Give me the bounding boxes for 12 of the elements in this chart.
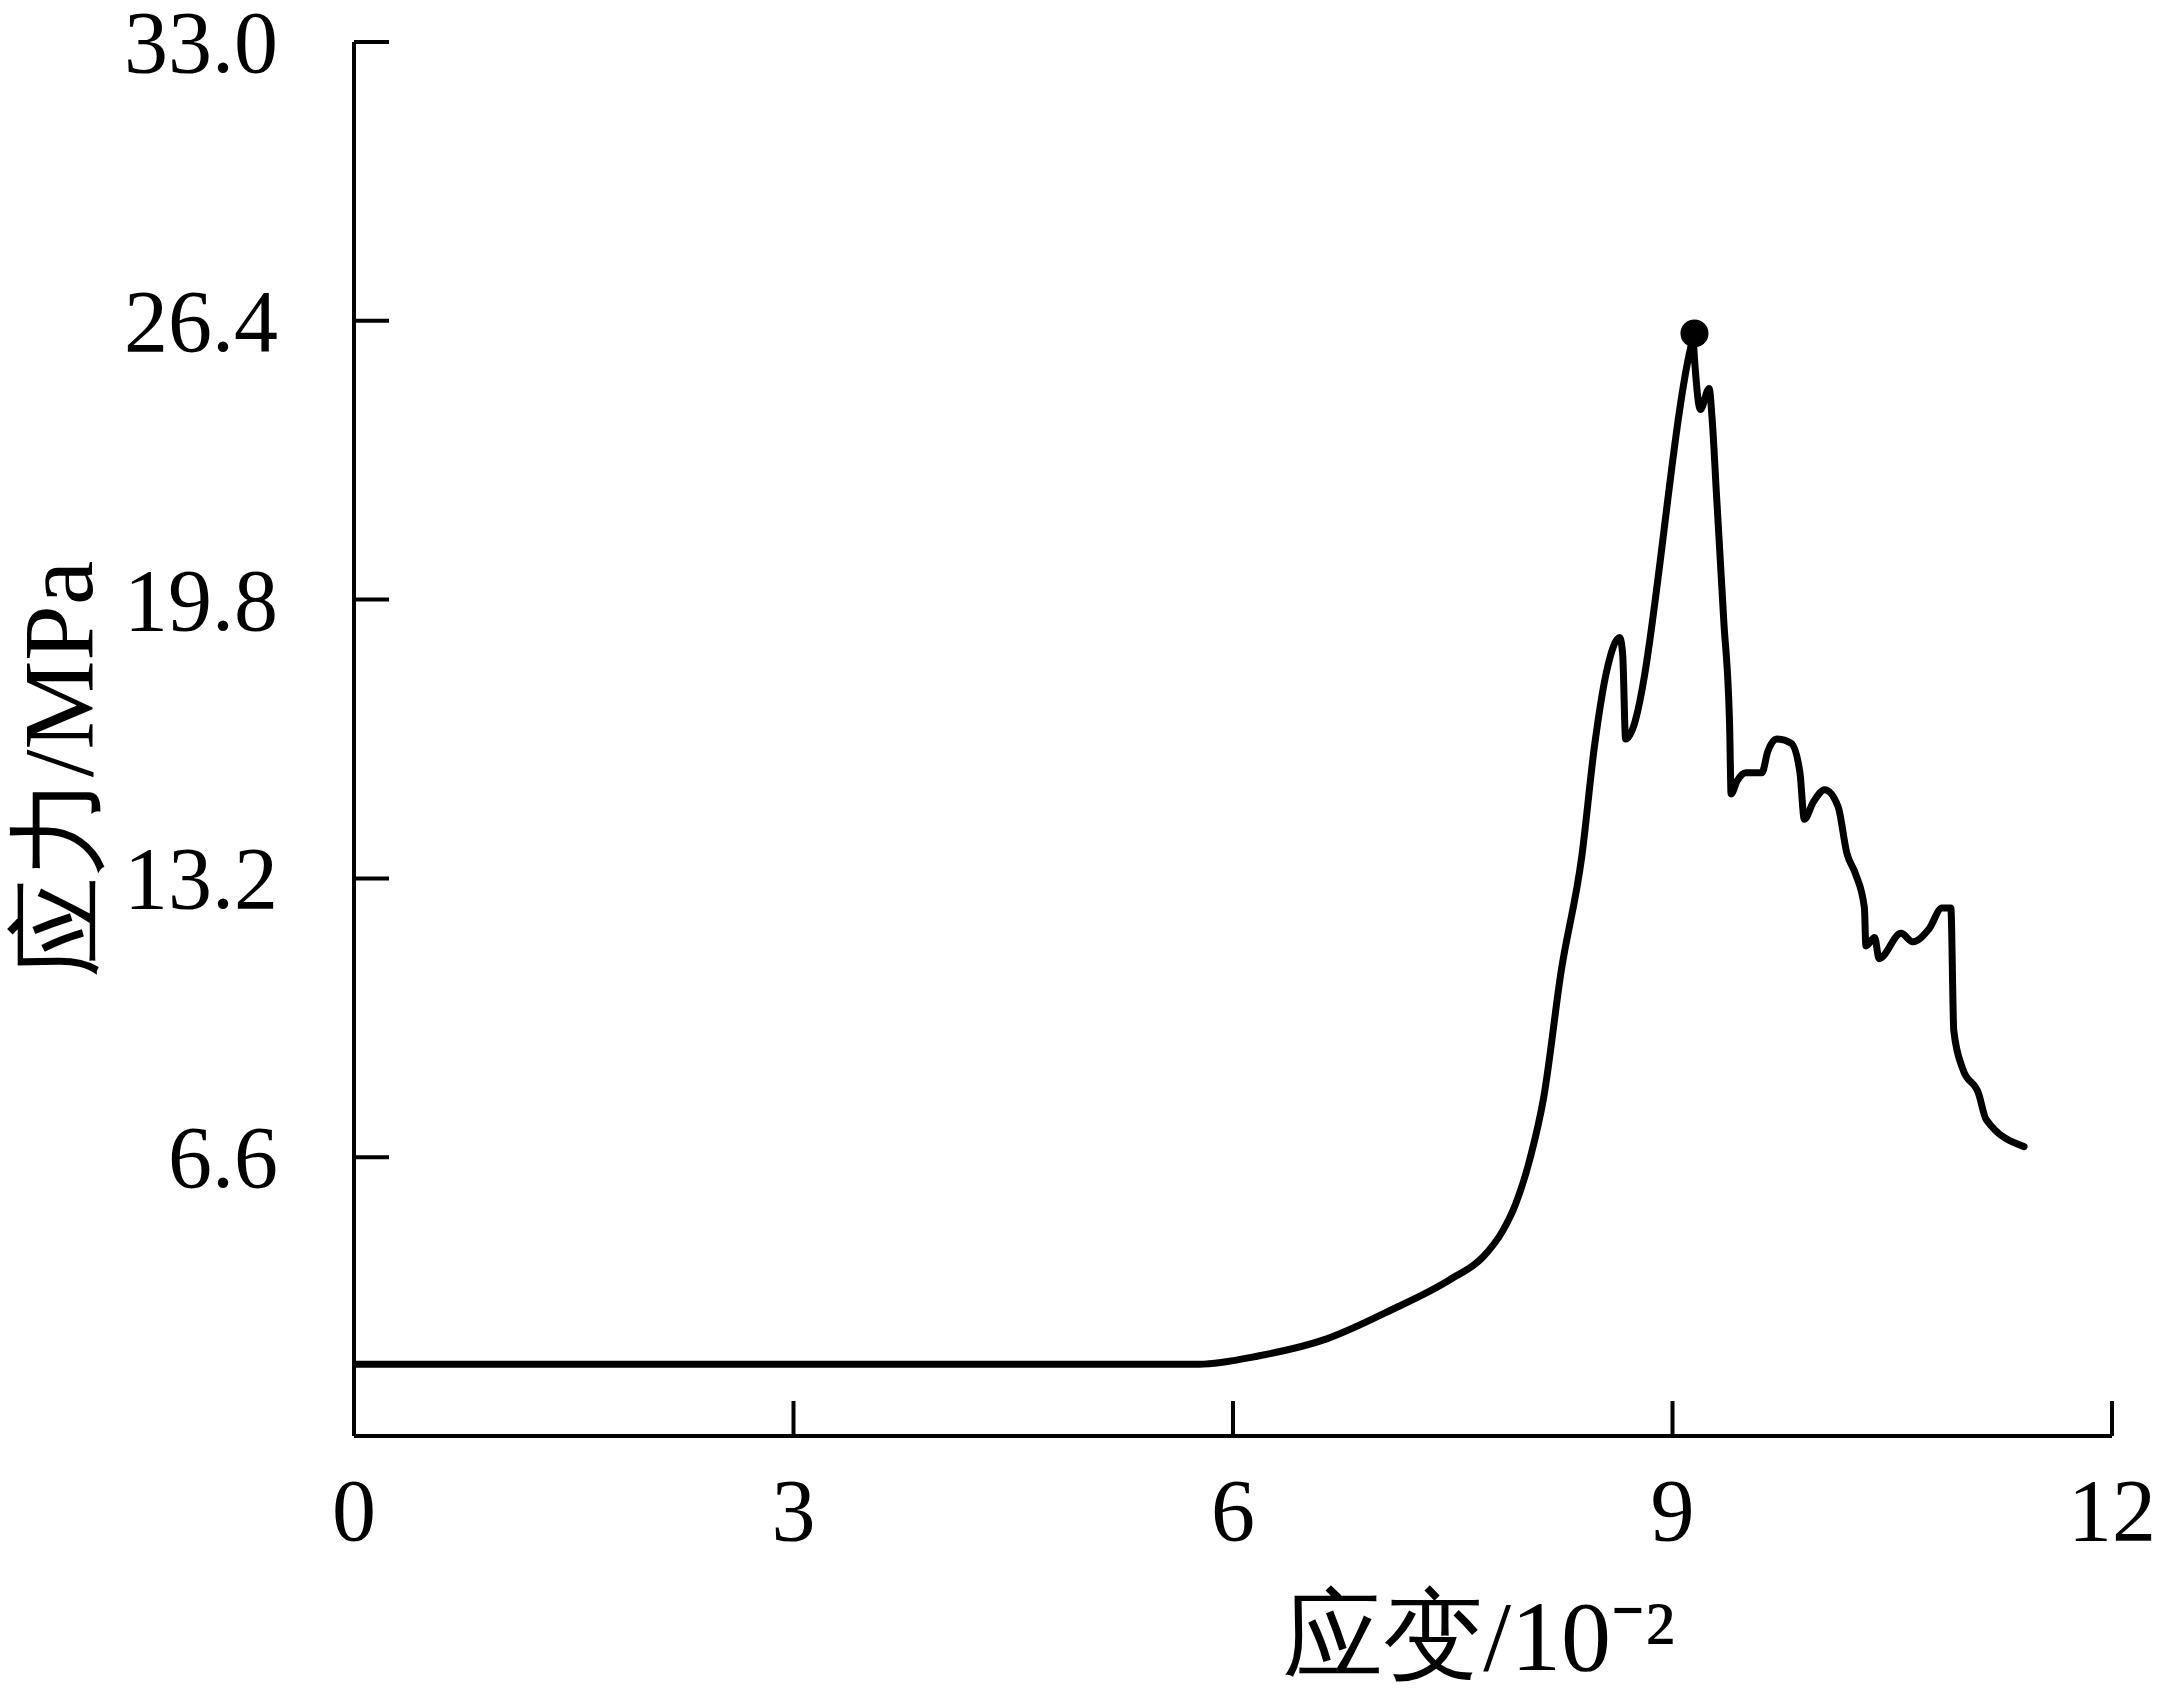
x-tick-label: 12 bbox=[2068, 1462, 2156, 1559]
x-tick-label: 9 bbox=[1650, 1462, 1695, 1559]
y-tick-label: 19.8 bbox=[124, 551, 278, 649]
x-tick-label: 3 bbox=[771, 1462, 816, 1559]
x-tick-label: 0 bbox=[332, 1462, 376, 1559]
y-tick-label: 33.0 bbox=[124, 0, 278, 91]
x-tick-label: 6 bbox=[1211, 1462, 1255, 1559]
x-axis-title: 应变/10⁻² bbox=[1283, 1581, 1675, 1692]
y-tick-label: 13.2 bbox=[124, 830, 278, 928]
y-axis-title: 应力/MPa bbox=[3, 560, 114, 978]
y-tick-label: 6.6 bbox=[168, 1109, 278, 1207]
y-tick-label: 26.4 bbox=[124, 272, 278, 370]
